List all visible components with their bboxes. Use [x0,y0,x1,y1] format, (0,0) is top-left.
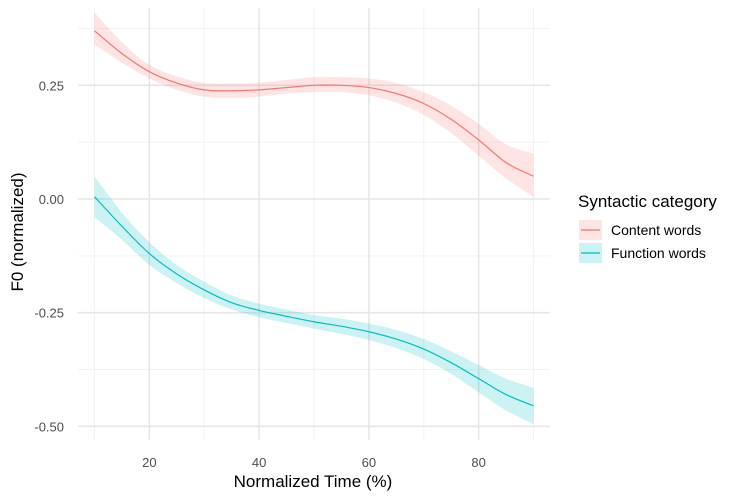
x-tick-label-0: 20 [142,455,156,470]
line-content-words [94,30,534,177]
x-tick-label-2: 60 [362,455,376,470]
x-tick-label-1: 40 [252,455,266,470]
tick-layer: 20 40 60 80 0.25 0.00 -0.25 -0.50 [34,78,486,470]
legend-label-function-words: Function words [611,245,706,261]
line-function-words [94,196,534,407]
ribbon-content-words [94,12,534,197]
y-tick-label-3: -0.50 [34,419,64,434]
line-layer [94,30,534,407]
legend: Syntactic category Content words Function… [578,192,717,263]
y-tick-label-0: 0.25 [39,78,64,93]
y-axis-title: F0 (normalized) [8,172,27,291]
y-tick-label-1: 0.00 [39,192,64,207]
y-tick-label-2: -0.25 [34,306,64,321]
ribbon-function-words [94,176,534,425]
legend-items: Content words Function words [579,220,706,263]
legend-title: Syntactic category [578,192,717,211]
legend-label-content-words: Content words [611,222,701,238]
ribbon-layer [94,12,534,425]
x-axis-title: Normalized Time (%) [234,472,393,491]
x-tick-label-3: 80 [471,455,485,470]
